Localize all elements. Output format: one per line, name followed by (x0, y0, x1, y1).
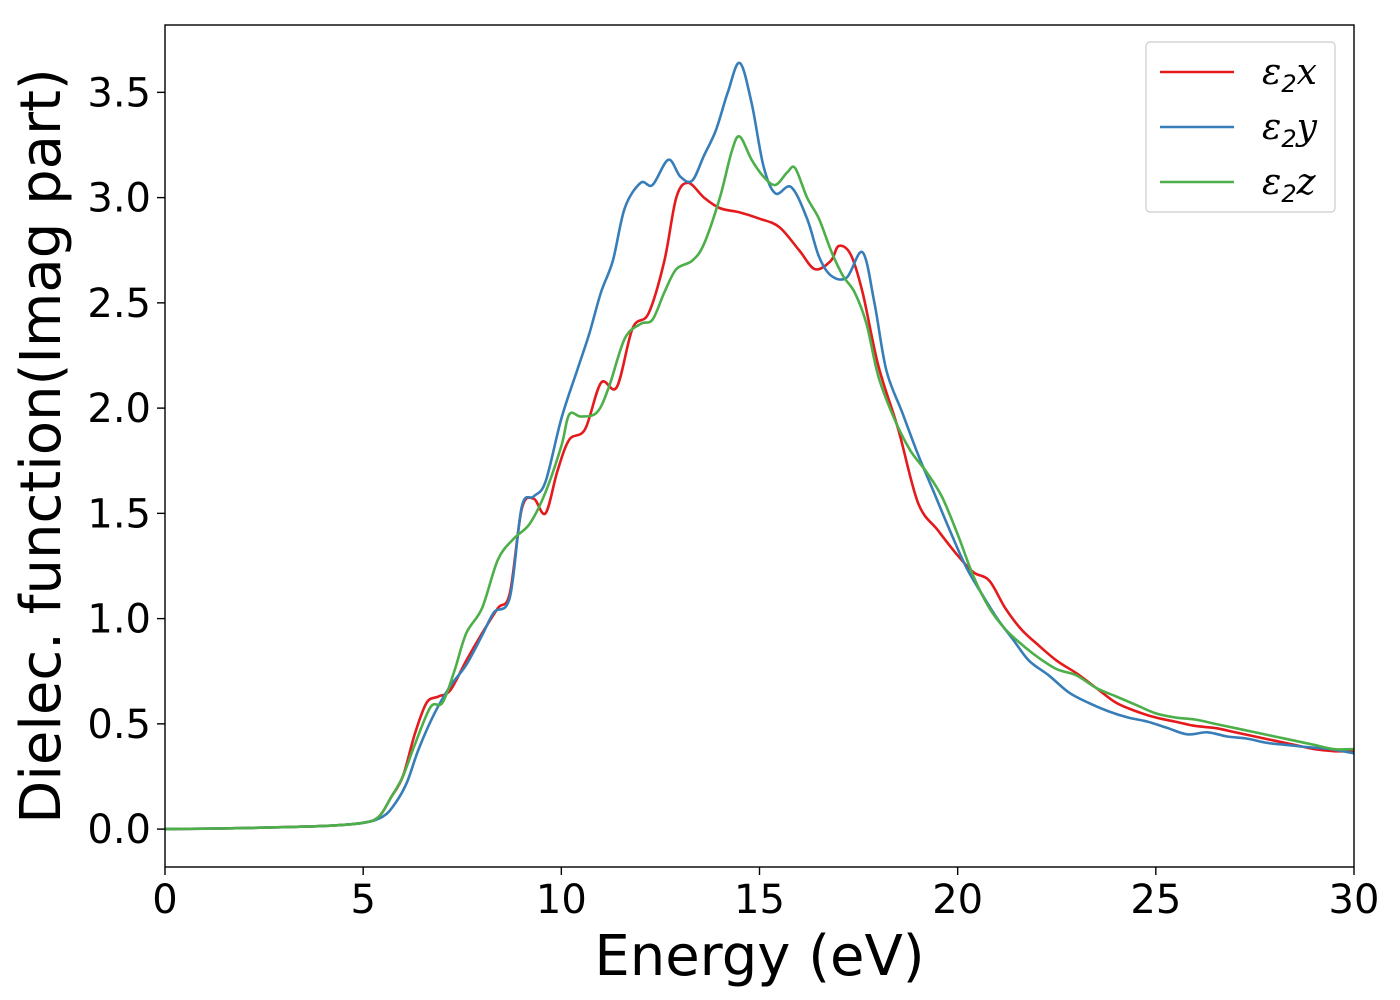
y-axis: 0.0 0.5 1.0 1.5 2.0 2.5 3.0 3.5 (87, 70, 165, 853)
x-tick-label: 5 (350, 877, 375, 923)
y-tick-label: 0.0 (87, 807, 151, 853)
y-tick-label: 2.0 (87, 386, 151, 432)
y-axis-title: Dielec. function(Imag part) (9, 68, 74, 824)
x-tick-label: 30 (1329, 877, 1380, 923)
legend-label-x: ε2x (1262, 52, 1317, 98)
legend: ε2x ε2y ε2z (1145, 41, 1336, 213)
x-axis-title: Energy (eV) (594, 924, 924, 989)
series-line-y (165, 61, 1354, 831)
x-tick-label: 25 (1130, 877, 1181, 923)
y-tick-label: 1.0 (87, 597, 151, 643)
x-tick-label: 0 (152, 877, 177, 923)
series-line-z (165, 135, 1354, 831)
y-tick-label: 2.5 (87, 281, 151, 327)
y-tick-label: 3.5 (87, 70, 151, 116)
series-layer (165, 61, 1354, 831)
x-tick-label: 15 (734, 877, 785, 923)
y-tick-label: 0.5 (87, 702, 151, 748)
legend-box (1145, 41, 1336, 213)
x-tick-label: 20 (932, 877, 983, 923)
y-tick-label: 1.5 (87, 491, 151, 537)
legend-label-y: ε2y (1262, 107, 1318, 153)
legend-label-z: ε2z (1262, 162, 1317, 208)
x-axis: 0 5 10 15 20 25 30 (152, 867, 1379, 923)
x-tick-label: 10 (536, 877, 587, 923)
y-tick-label: 3.0 (87, 176, 151, 222)
